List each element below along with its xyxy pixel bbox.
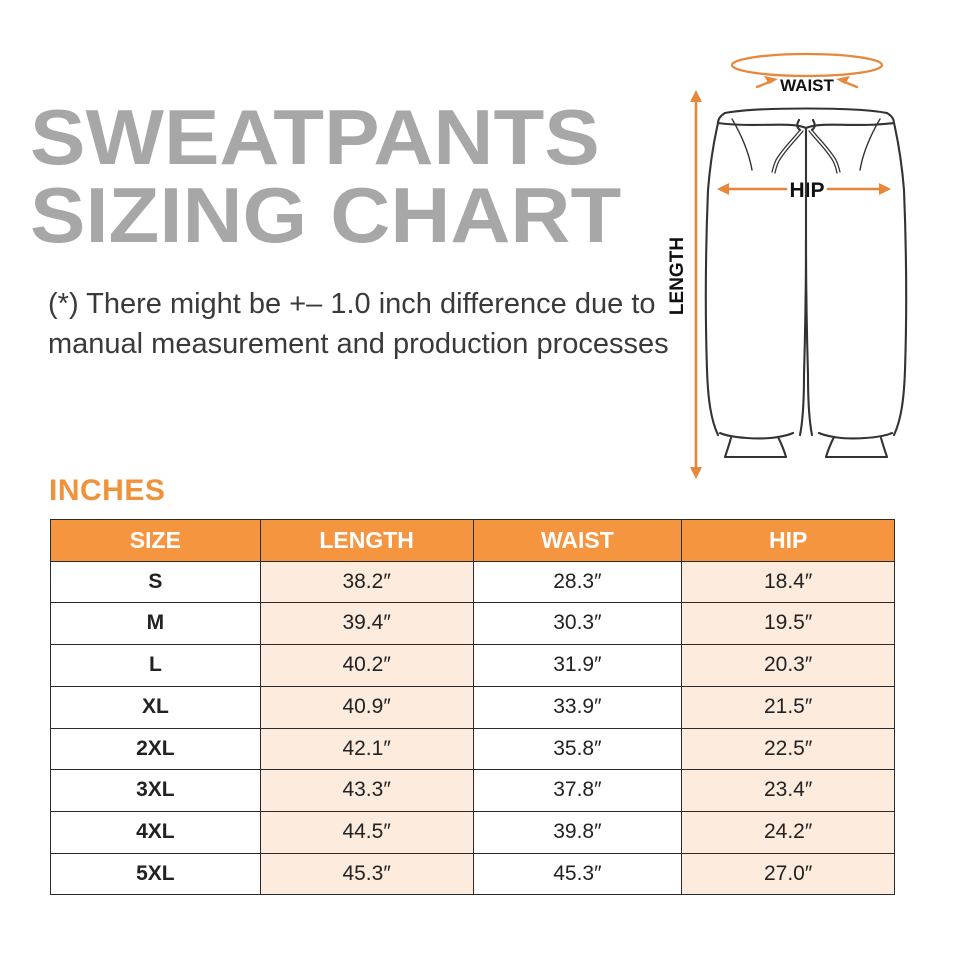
svg-text:LENGTH: LENGTH	[667, 237, 688, 315]
svg-text:WAIST: WAIST	[780, 76, 834, 95]
